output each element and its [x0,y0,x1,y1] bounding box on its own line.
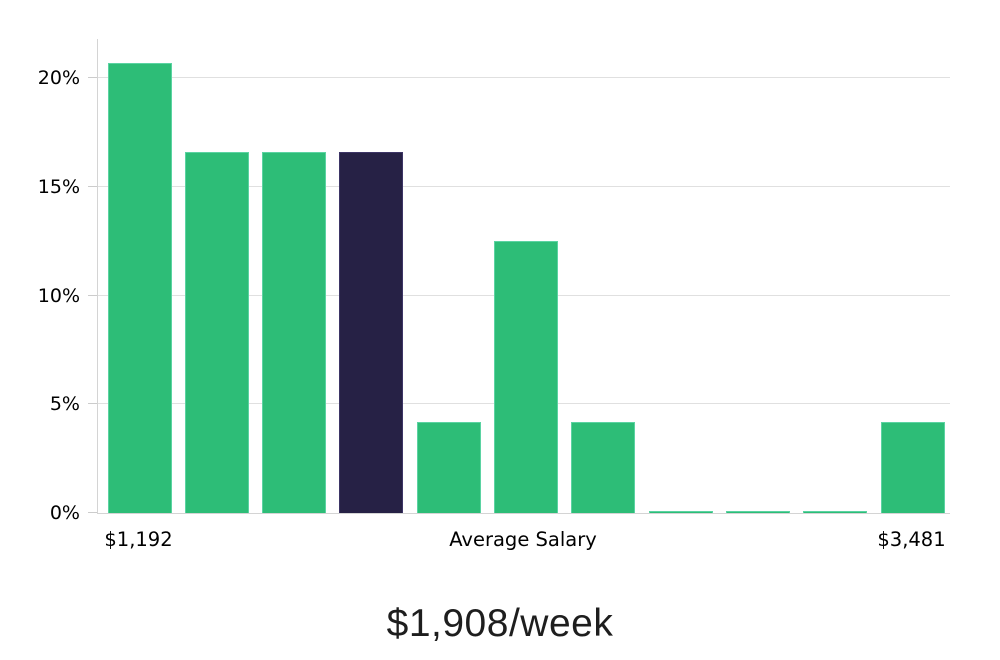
gridline [98,77,950,79]
bar [416,421,481,513]
y-tick-label: 0% [49,502,80,524]
y-tick-mark [88,403,97,405]
average-weekly-pay-text: $1,908/week [386,602,614,645]
y-tick-label: 20% [37,67,80,90]
bar-highlighted-average [339,152,404,513]
y-tick-label: 10% [37,284,80,307]
bar [494,241,558,513]
bar [107,62,172,513]
y-tick-mark [88,185,97,187]
bar [184,152,249,513]
bar [648,510,713,513]
x-axis-min-label: $1,192 [104,528,173,551]
x-axis-max-label: $3,481 [877,528,946,551]
bar [725,510,790,513]
y-tick-label: 5% [49,393,80,416]
y-tick-label: 15% [37,175,80,198]
gridline [98,185,950,187]
y-tick-mark [88,77,97,79]
bar [880,421,945,513]
y-tick-mark [88,294,97,296]
x-axis-average-label: Average Salary [449,528,597,551]
bar [262,152,327,513]
bar [803,510,868,513]
plot-area: 0% 5% 10% 15% 20% [38,39,950,524]
bar [571,421,636,513]
y-tick-mark [88,512,97,513]
